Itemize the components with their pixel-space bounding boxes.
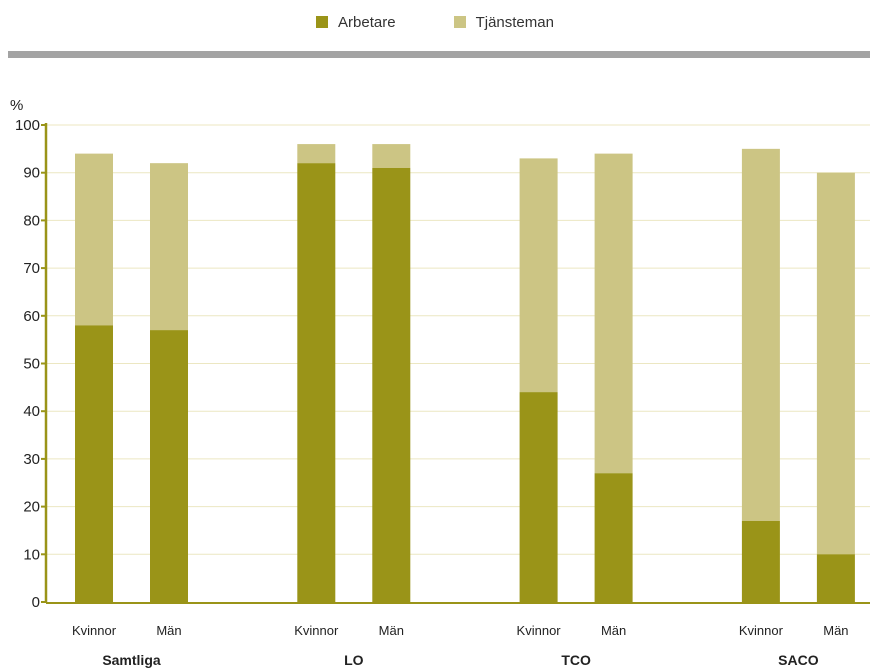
x-group-label-saco: SACO [778, 652, 819, 668]
x-category-label: Män [823, 623, 848, 638]
bar-arbetare-samtliga-man [150, 330, 188, 602]
legend-swatch-arbetare [316, 16, 329, 28]
y-tick-label-80: 80 [23, 212, 40, 229]
bar-arbetare-lo-kvinnor [297, 163, 336, 602]
bar-arbetare-samtliga-kvinnor [75, 325, 113, 602]
x-group-label-tco: TCO [561, 652, 591, 668]
legend-item-tjansteman: Tjänsteman [453, 13, 554, 31]
legend-item-arbetare: Arbetare [316, 14, 396, 31]
bar-tjansteman-samtliga-man [150, 163, 188, 331]
y-tick-label-20: 20 [23, 499, 40, 516]
x-category-label: Män [601, 623, 626, 638]
bar-tjansteman-samtliga-kvinnor [75, 153, 113, 326]
bar-arbetare-saco-kvinnor [741, 520, 780, 602]
x-category-label: Kvinnor [517, 623, 562, 638]
y-tick-label-0: 0 [32, 594, 40, 611]
legend-label-tjansteman: Tjänsteman [475, 13, 554, 31]
y-tick-label-100: 100 [15, 117, 40, 134]
bar-tjansteman-lo-kvinnor [297, 144, 336, 164]
y-tick-label-30: 30 [23, 451, 40, 468]
header-divider [8, 51, 870, 58]
bar-arbetare-saco-man [816, 554, 855, 602]
bar-arbetare-tco-kvinnor [519, 392, 558, 602]
x-category-label: Kvinnor [72, 623, 117, 638]
bar-tjansteman-saco-man [816, 172, 855, 555]
bar-tjansteman-tco-kvinnor [519, 158, 558, 393]
x-category-label: Män [379, 623, 404, 638]
y-tick-label-60: 60 [23, 308, 40, 325]
bar-tjansteman-saco-kvinnor [741, 148, 780, 521]
y-tick-label-70: 70 [23, 260, 40, 277]
legend-label-arbetare: Arbetare [338, 13, 396, 31]
y-tick-label-40: 40 [23, 403, 40, 420]
bar-tjansteman-lo-man [372, 144, 411, 168]
y-tick-label-10: 10 [23, 546, 40, 563]
x-category-label: Kvinnor [294, 623, 339, 638]
y-axis-label: % [10, 97, 23, 114]
y-tick-label-90: 90 [23, 165, 40, 182]
legend-swatch-tjansteman [453, 16, 466, 28]
x-group-label-lo: LO [344, 652, 364, 668]
x-category-label: Kvinnor [739, 623, 784, 638]
legend: Arbetare Tjänsteman [0, 10, 870, 34]
bar-arbetare-tco-man [594, 473, 633, 602]
bar-tjansteman-tco-man [594, 153, 633, 474]
y-tick-label-50: 50 [23, 356, 40, 373]
bar-arbetare-lo-man [372, 167, 411, 602]
x-category-label: Män [156, 623, 181, 638]
x-group-label-samtliga: Samtliga [102, 652, 161, 668]
